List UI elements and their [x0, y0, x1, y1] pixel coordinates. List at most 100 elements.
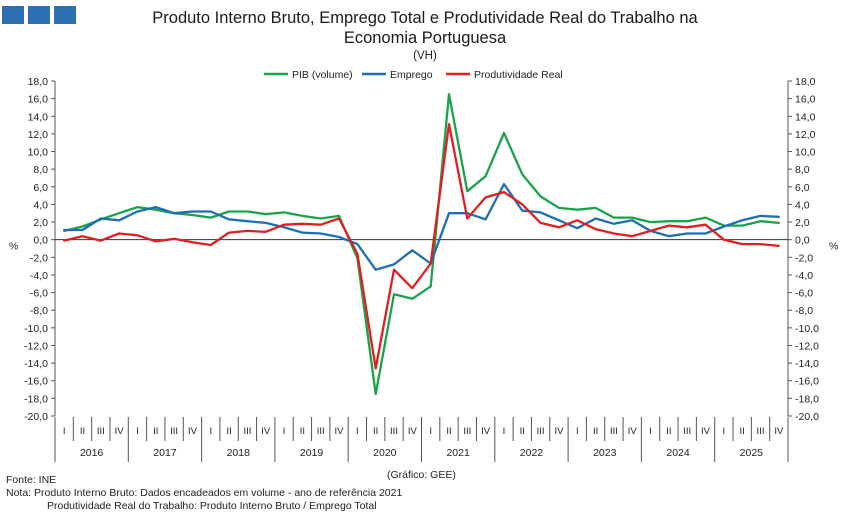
quarter-label: IV: [188, 426, 198, 437]
y-tick-label-right: 14,0: [795, 111, 816, 123]
quarter-label: I: [283, 426, 286, 437]
y-tick-label-left: -14,0: [24, 358, 48, 370]
y-tick-label-right: -8,0: [795, 305, 813, 317]
year-label: 2024: [666, 447, 690, 459]
quarter-label: II: [226, 426, 231, 437]
ine-logo: [2, 6, 76, 24]
quarter-label: I: [356, 426, 359, 437]
quarter-label: IV: [554, 426, 564, 437]
year-label: 2016: [80, 447, 104, 459]
y-tick-label-left: -8,0: [30, 305, 48, 317]
quarter-label: IV: [335, 426, 345, 437]
y-tick-label-left: -10,0: [24, 323, 48, 335]
quarter-label: IV: [774, 426, 784, 437]
quarter-label: III: [757, 426, 765, 437]
quarter-label: IV: [408, 426, 418, 437]
y-axis-unit-left: %: [9, 241, 18, 253]
y-tick-label-right: 16,0: [795, 94, 816, 106]
y-tick-label-left: -18,0: [24, 393, 48, 405]
year-label: 2023: [593, 447, 617, 459]
y-tick-label-right: 18,0: [795, 76, 816, 88]
y-tick-label-left: 4,0: [33, 199, 48, 211]
y-tick-label-left: 10,0: [28, 147, 49, 159]
quarter-label: II: [153, 426, 158, 437]
quarter-label: II: [520, 426, 525, 437]
quarter-label: I: [503, 426, 506, 437]
quarter-label: IV: [701, 426, 711, 437]
y-tick-label-right: 2,0: [795, 217, 810, 229]
chart-subtitle: (VH): [413, 50, 437, 62]
quarter-label: I: [209, 426, 212, 437]
year-label: 2019: [300, 447, 324, 459]
quarter-label: IV: [115, 426, 125, 437]
y-tick-label-right: -10,0: [795, 323, 819, 335]
quarter-label: II: [666, 426, 671, 437]
quarter-label: I: [576, 426, 579, 437]
quarter-label: III: [243, 426, 251, 437]
y-tick-label-left: 8,0: [33, 164, 48, 176]
y-tick-label-right: 4,0: [795, 199, 810, 211]
chart-title-line-1: Produto Interno Bruto, Emprego Total e P…: [152, 9, 698, 27]
quarter-label: III: [170, 426, 178, 437]
quarter-label: III: [390, 426, 398, 437]
logo-block: [2, 6, 24, 24]
quarter-label: III: [610, 426, 618, 437]
footnote-produtividade: Produtividade Real do Trabalho: Produto …: [47, 500, 377, 512]
chart-title: Produto Interno Bruto, Emprego Total e P…: [100, 8, 750, 48]
y-tick-label-right: -4,0: [795, 270, 813, 282]
quarter-label: II: [300, 426, 305, 437]
y-tick-label-left: 16,0: [28, 94, 49, 106]
y-tick-label-right: -6,0: [795, 288, 813, 300]
quarter-label: III: [683, 426, 691, 437]
quarter-label: IV: [481, 426, 491, 437]
y-tick-label-left: 12,0: [28, 129, 49, 141]
y-tick-label-left: -6,0: [30, 288, 48, 300]
quarter-label: II: [373, 426, 378, 437]
quarter-label: II: [593, 426, 598, 437]
y-tick-label-left: -20,0: [24, 411, 48, 423]
series-line-produtividade-real: [63, 123, 780, 370]
y-tick-label-right: -18,0: [795, 393, 819, 405]
quarter-label: I: [649, 426, 652, 437]
year-label: 2020: [373, 447, 397, 459]
y-tick-label-left: -12,0: [24, 340, 48, 352]
y-tick-label-left: -2,0: [30, 252, 48, 264]
year-label: 2022: [520, 447, 544, 459]
chart-credit: (Gráfico: GEE): [387, 469, 456, 481]
quarter-label: III: [463, 426, 471, 437]
y-tick-label-right: 8,0: [795, 164, 810, 176]
quarter-label: III: [97, 426, 105, 437]
y-tick-label-left: 0,0: [33, 235, 48, 247]
quarter-label: I: [63, 426, 66, 437]
y-tick-label-left: -16,0: [24, 376, 48, 388]
y-tick-label-left: -4,0: [30, 270, 48, 282]
logo-block: [54, 6, 76, 24]
y-tick-label-right: 12,0: [795, 129, 816, 141]
year-label: 2018: [227, 447, 251, 459]
year-label: 2021: [446, 447, 470, 459]
series-line-emprego: [63, 182, 780, 271]
quarter-label: IV: [261, 426, 271, 437]
footnote-pib: Nota: Produto Interno Bruto: Dados encad…: [6, 487, 403, 499]
logo-block: [28, 6, 50, 24]
y-tick-label-left: 18,0: [28, 76, 49, 88]
y-tick-label-right: -12,0: [795, 340, 819, 352]
y-tick-label-right: -16,0: [795, 376, 819, 388]
y-tick-label-right: -2,0: [795, 252, 813, 264]
y-tick-label-right: -20,0: [795, 411, 819, 423]
year-label: 2025: [740, 447, 764, 459]
series-line-pib-volume: [63, 93, 780, 396]
legend-label: Emprego: [390, 69, 433, 81]
y-tick-label-right: -14,0: [795, 358, 819, 370]
legend-label: PIB (volume): [292, 69, 353, 81]
y-tick-label-left: 2,0: [33, 217, 48, 229]
quarter-label: III: [317, 426, 325, 437]
y-tick-label-left: 6,0: [33, 182, 48, 194]
quarter-label: II: [80, 426, 85, 437]
quarter-label: II: [446, 426, 451, 437]
quarter-label: II: [740, 426, 745, 437]
quarter-label: I: [429, 426, 432, 437]
quarter-label: III: [537, 426, 545, 437]
legend-label: Produtividade Real: [474, 69, 563, 81]
